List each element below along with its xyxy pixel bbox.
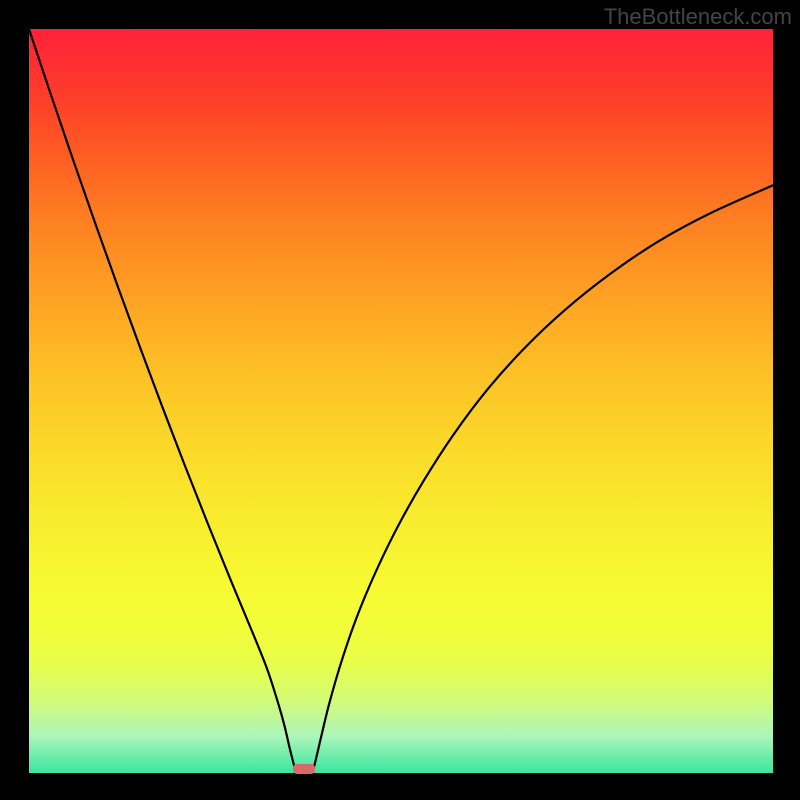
plot-area [29, 29, 773, 773]
watermark-text: TheBottleneck.com [604, 4, 792, 30]
valley-marker [293, 764, 315, 774]
